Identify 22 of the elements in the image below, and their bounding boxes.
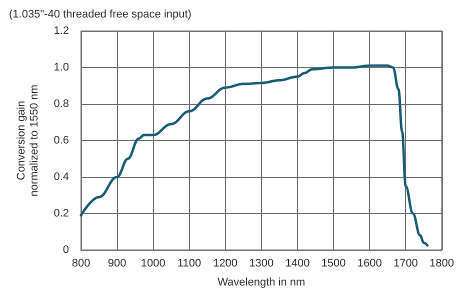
x-tick-label: 1300 <box>249 258 274 270</box>
y-tick-label: 0.6 <box>54 134 69 146</box>
y-axis-title: Conversion gain normalized to 1550 nm <box>16 84 40 196</box>
x-tick-label: 900 <box>108 258 126 270</box>
x-tick-label: 1800 <box>430 258 454 270</box>
chart-title: (1.035"-40 threaded free space input) <box>9 8 192 20</box>
y-tick-label: 0.2 <box>54 208 69 220</box>
y-tick-label: 0.8 <box>54 98 69 110</box>
y-tick-label: 0 <box>62 244 69 256</box>
x-tick-label: 1500 <box>321 258 346 270</box>
y-tick-label: 0.4 <box>54 171 69 183</box>
x-tick-label: 1200 <box>213 258 238 270</box>
x-tick-label: 1100 <box>177 258 202 270</box>
x-tick-label: 1000 <box>140 258 166 270</box>
y-tick-label: 1.2 <box>54 25 69 37</box>
x-tick-label: 1600 <box>357 258 382 270</box>
x-tick-label: 1700 <box>393 258 418 270</box>
x-tick-label: 800 <box>72 258 90 270</box>
x-axis-title: Wavelength in nm <box>218 276 306 288</box>
x-tick-label: 1400 <box>285 258 310 270</box>
line-series <box>80 64 429 247</box>
y-tick-label: 1.0 <box>54 62 69 74</box>
